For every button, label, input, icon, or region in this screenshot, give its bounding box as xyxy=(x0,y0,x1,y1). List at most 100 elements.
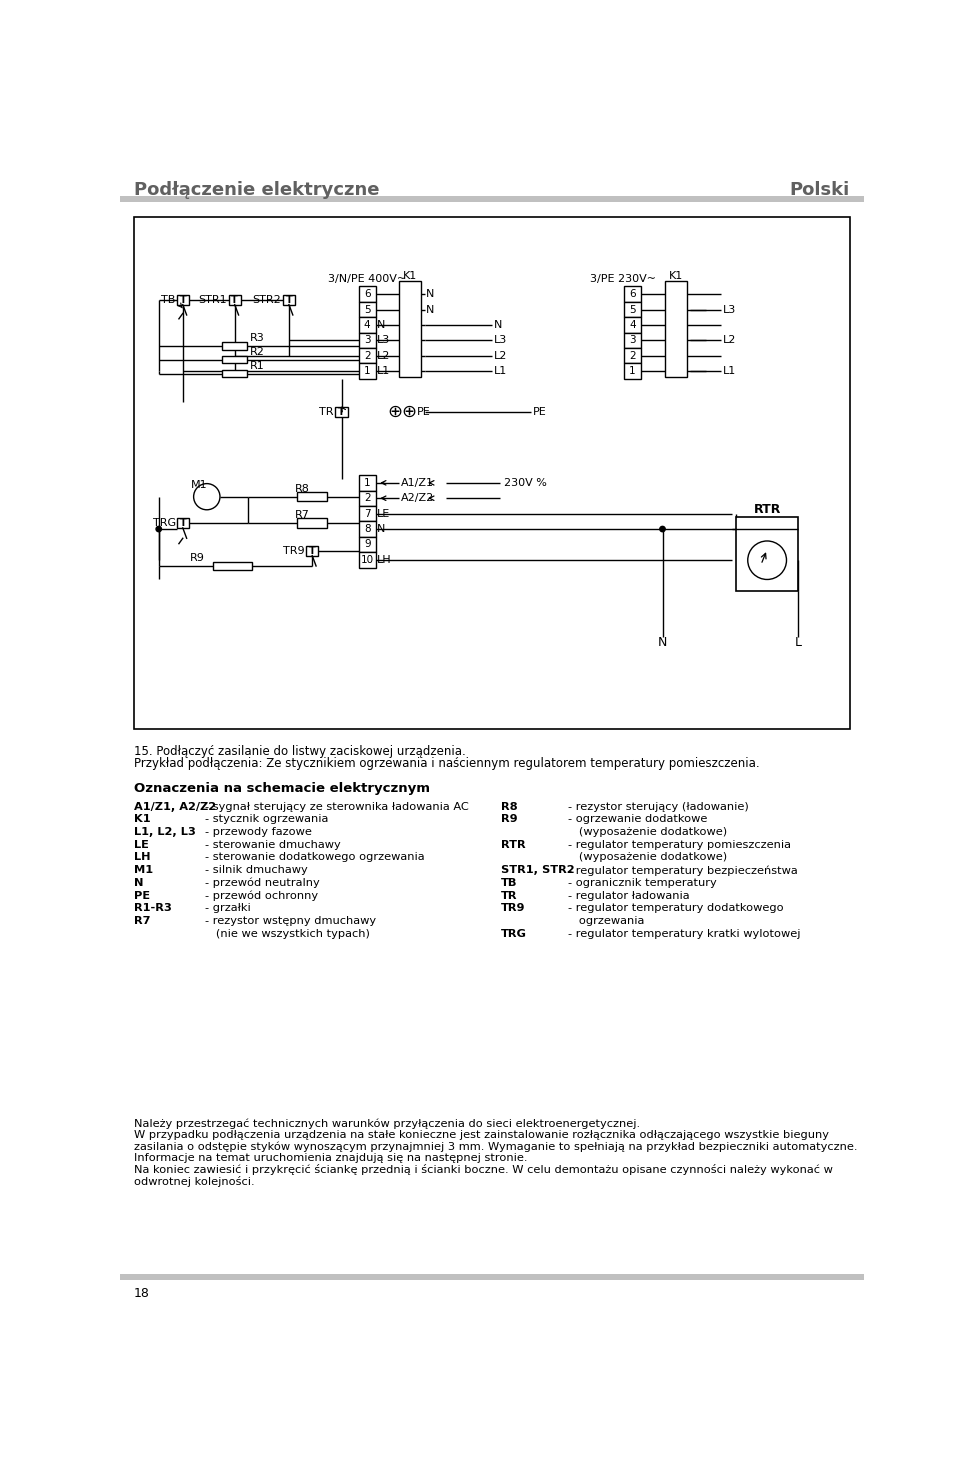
Text: 1: 1 xyxy=(629,366,636,376)
Text: T: T xyxy=(231,294,238,305)
Text: Oznaczenia na schemacie elektrycznym: Oznaczenia na schemacie elektrycznym xyxy=(134,781,430,794)
Bar xyxy=(306,545,319,555)
Text: - przewód neutralny: - przewód neutralny xyxy=(205,879,320,889)
Text: 3: 3 xyxy=(629,335,636,345)
Text: M1: M1 xyxy=(191,481,208,490)
Bar xyxy=(228,294,241,305)
Text: N: N xyxy=(377,321,386,329)
Text: A1/Z1: A1/Z1 xyxy=(400,478,434,488)
Text: TR: TR xyxy=(320,407,334,417)
Text: 5: 5 xyxy=(364,305,371,315)
Bar xyxy=(359,552,375,568)
Text: Podłączenie elektryczne: Podłączenie elektryczne xyxy=(134,181,379,200)
Text: - sygnał sterujący ze sterownika ładowania AC: - sygnał sterujący ze sterownika ładowan… xyxy=(205,801,469,812)
Text: 4: 4 xyxy=(364,321,371,329)
Bar xyxy=(177,294,189,305)
Text: M1: M1 xyxy=(134,865,153,876)
Text: 15. Podłączyć zasilanie do listwy zaciskowej urządzenia.: 15. Podłączyć zasilanie do listwy zacisk… xyxy=(134,745,466,758)
Text: TR9: TR9 xyxy=(283,545,304,555)
Bar xyxy=(359,348,375,363)
Text: Przykład podłączenia: Ze stycznikiem ogrzewania i naściennym regulatorem tempera: Przykład podłączenia: Ze stycznikiem ogr… xyxy=(134,758,759,769)
Bar xyxy=(359,287,375,302)
Text: 5: 5 xyxy=(629,305,636,315)
Bar xyxy=(624,302,641,318)
Text: T: T xyxy=(285,294,293,305)
Text: - przewód ochronny: - przewód ochronny xyxy=(205,890,319,900)
Text: L3: L3 xyxy=(723,305,736,315)
Text: - regulator ładowania: - regulator ładowania xyxy=(568,890,689,900)
Text: (wyposażenie dodatkowe): (wyposażenie dodatkowe) xyxy=(568,828,727,836)
Bar xyxy=(665,281,686,377)
Text: L1, L2, L3: L1, L2, L3 xyxy=(134,828,196,836)
Bar xyxy=(359,332,375,348)
Text: 6: 6 xyxy=(364,288,371,299)
Text: L1: L1 xyxy=(377,366,391,376)
Text: 8: 8 xyxy=(364,525,371,535)
Text: L1: L1 xyxy=(494,366,508,376)
Bar xyxy=(223,356,247,363)
Text: - ogrzewanie dodatkowe: - ogrzewanie dodatkowe xyxy=(568,814,708,825)
Bar xyxy=(359,536,375,552)
Text: 1: 1 xyxy=(364,366,371,376)
Bar xyxy=(359,491,375,506)
Text: - regulator temperatury bezpieczeństwa: - regulator temperatury bezpieczeństwa xyxy=(568,865,798,876)
Bar xyxy=(359,475,375,491)
Text: R8: R8 xyxy=(295,484,309,494)
Text: LH: LH xyxy=(134,852,151,863)
Text: K1: K1 xyxy=(403,271,417,281)
Bar xyxy=(223,370,247,377)
Text: Na koniec zawiesić i przykręcić ściankę przednią i ścianki boczne. W celu demont: Na koniec zawiesić i przykręcić ściankę … xyxy=(134,1164,833,1176)
Text: - regulator temperatury kratki wylotowej: - regulator temperatury kratki wylotowej xyxy=(568,928,801,938)
Bar xyxy=(335,407,348,417)
Text: LH: LH xyxy=(377,555,392,565)
Circle shape xyxy=(156,526,161,532)
Text: N: N xyxy=(426,305,435,315)
Bar xyxy=(120,1275,864,1279)
Text: TR: TR xyxy=(501,890,517,900)
Text: 7: 7 xyxy=(364,508,371,519)
Text: R8: R8 xyxy=(501,801,518,812)
Text: 18: 18 xyxy=(134,1288,150,1301)
Bar xyxy=(359,522,375,536)
Text: STR1, STR2: STR1, STR2 xyxy=(501,865,575,876)
Bar xyxy=(134,217,850,730)
Bar xyxy=(223,342,247,350)
Text: ogrzewania: ogrzewania xyxy=(568,916,644,927)
Text: - stycznik ogrzewania: - stycznik ogrzewania xyxy=(205,814,328,825)
Text: PE: PE xyxy=(417,407,431,417)
Text: L: L xyxy=(795,637,802,650)
Text: - ogranicznik temperatury: - ogranicznik temperatury xyxy=(568,879,717,887)
Text: - regulator temperatury pomieszczenia: - regulator temperatury pomieszczenia xyxy=(568,839,791,849)
Bar xyxy=(624,332,641,348)
Bar xyxy=(359,363,375,379)
Text: R7: R7 xyxy=(134,916,151,927)
Text: W przypadku podłączenia urządzenia na stałe konieczne jest zainstalowanie rozłąc: W przypadku podłączenia urządzenia na st… xyxy=(134,1129,828,1139)
Text: STR1: STR1 xyxy=(199,294,227,305)
Text: L1: L1 xyxy=(723,366,736,376)
Text: 2: 2 xyxy=(629,351,636,361)
Text: RTR: RTR xyxy=(501,839,526,849)
Text: R3: R3 xyxy=(251,334,265,342)
Text: TB: TB xyxy=(160,294,175,305)
Text: 2: 2 xyxy=(364,494,371,503)
Bar xyxy=(624,287,641,302)
Circle shape xyxy=(660,526,665,532)
Text: TR9: TR9 xyxy=(501,903,526,914)
Text: - rezystor wstępny dmuchawy: - rezystor wstępny dmuchawy xyxy=(205,916,376,927)
Text: - przewody fazowe: - przewody fazowe xyxy=(205,828,312,836)
Text: R2: R2 xyxy=(251,347,265,357)
Text: N: N xyxy=(134,879,143,887)
Text: L2: L2 xyxy=(723,335,736,345)
Text: RTR: RTR xyxy=(754,503,780,516)
Text: - silnik dmuchawy: - silnik dmuchawy xyxy=(205,865,308,876)
Text: T: T xyxy=(180,517,186,527)
Text: K1: K1 xyxy=(134,814,151,825)
Text: L3: L3 xyxy=(494,335,508,345)
Bar xyxy=(624,363,641,379)
Bar xyxy=(213,562,252,570)
Text: 230V %: 230V % xyxy=(504,478,546,488)
Bar xyxy=(298,519,327,527)
Text: T: T xyxy=(338,407,345,417)
Bar xyxy=(120,197,864,201)
Text: 1: 1 xyxy=(364,478,371,488)
